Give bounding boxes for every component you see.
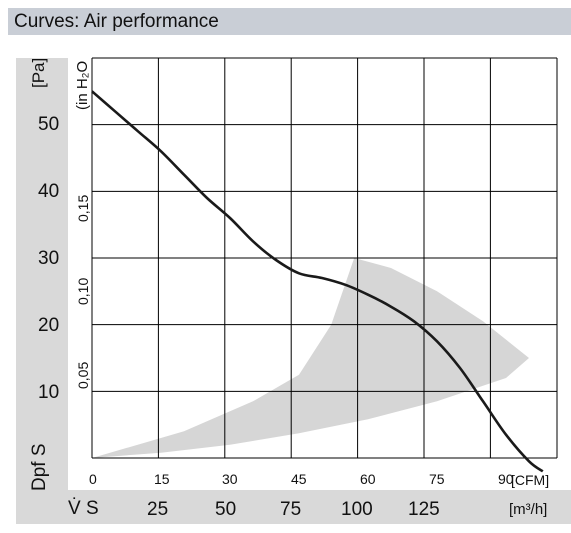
x-unit-m3h: [m³/h]: [509, 501, 548, 518]
x-tick-cfm: 60: [360, 471, 376, 487]
x-tick-m3h: 125: [408, 499, 440, 520]
y-tick-inh2o: 0,10: [75, 277, 91, 305]
y-tick-pa: 50: [38, 114, 60, 135]
y-tick-pa: 10: [38, 382, 60, 403]
x-unit-cfm: [CFM]: [511, 472, 550, 488]
y-axis-label: Dpf S: [29, 443, 50, 491]
x-tick-m3h: 75: [280, 499, 302, 520]
x-tick-cfm: 30: [222, 471, 238, 487]
header-bar: Curves: Air performance: [8, 8, 571, 35]
performance-curve: [91, 90, 544, 473]
x-axis-label: V̇ S: [68, 498, 99, 519]
y-tick-inh2o: 0,05: [75, 361, 91, 389]
y-axis-label-band: [16, 58, 68, 490]
y-tick-pa: 40: [38, 181, 60, 202]
x-tick-cfm: 15: [154, 471, 170, 487]
x-tick-m3h: 50: [215, 499, 237, 520]
chart-title: Curves: Air performance: [14, 11, 219, 32]
y-tick-pa: 20: [38, 315, 60, 336]
x-tick-cfm: 75: [429, 471, 445, 487]
x-tick-m3h: 100: [341, 499, 373, 520]
y-tick-inh2o: 0,15: [75, 194, 91, 222]
y-axis-unit: [Pa]: [29, 57, 48, 88]
operating-area: [92, 258, 529, 458]
x-axis-label-band: [16, 490, 571, 524]
y-tick-pa: 30: [38, 248, 60, 269]
x-tick-m3h: 25: [147, 499, 169, 520]
y-secondary-unit: (in H₂O: [74, 60, 91, 110]
x-tick-cfm: 45: [291, 471, 307, 487]
x-tick-cfm: 0: [89, 471, 97, 487]
x-tick-cfm: 90: [498, 471, 514, 487]
